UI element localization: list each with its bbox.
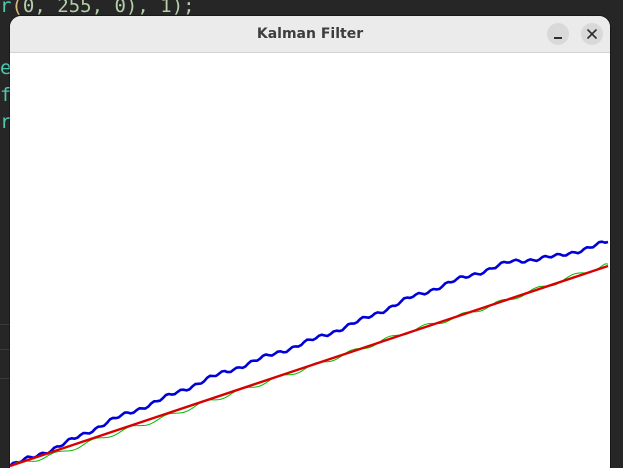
- true-trajectory-line: [10, 264, 609, 468]
- editor-divider: [0, 349, 12, 350]
- plot-canvas: [10, 53, 610, 468]
- code-line-r: r: [0, 111, 12, 133]
- kalman-filter-window[interactable]: Kalman Filter: [10, 16, 610, 468]
- editor-divider: [0, 324, 12, 325]
- editor-divider: [0, 378, 12, 379]
- window-titlebar[interactable]: Kalman Filter: [10, 16, 610, 53]
- minimize-icon: [554, 37, 562, 39]
- measured-trajectory-line: [10, 240, 609, 467]
- close-icon: [587, 29, 597, 39]
- code-line-e: e: [0, 57, 12, 79]
- plot-svg: [10, 240, 609, 468]
- minimize-button[interactable]: [547, 23, 569, 45]
- code-line-top: r(0, 255, 0), 1);: [0, 0, 195, 17]
- code-line-f: f: [0, 84, 12, 106]
- window-title: Kalman Filter: [256, 26, 364, 42]
- close-button[interactable]: [581, 23, 603, 45]
